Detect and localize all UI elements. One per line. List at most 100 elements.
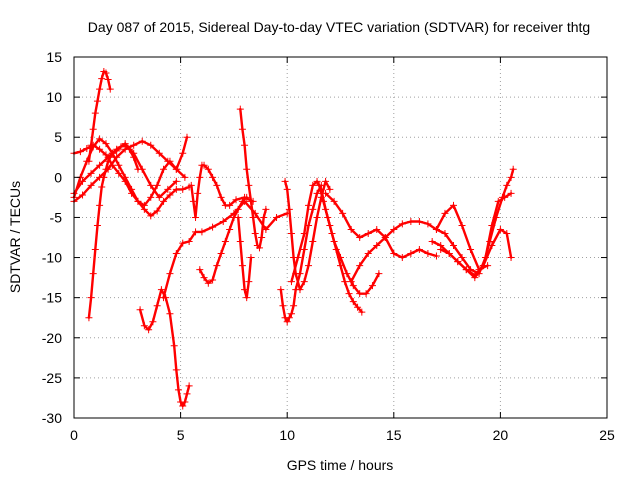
data-point [424, 250, 432, 258]
data-point [503, 181, 511, 189]
data-point [332, 246, 340, 254]
data-point [507, 189, 515, 197]
data-point [140, 322, 148, 330]
data-point [390, 250, 398, 258]
data-point [183, 390, 191, 398]
data-point [102, 69, 110, 77]
data-point [287, 310, 295, 318]
data-point [160, 197, 168, 205]
y-tick-label: 15 [46, 49, 62, 65]
data-point [358, 308, 366, 316]
data-point [104, 157, 112, 165]
data-point [219, 217, 227, 225]
data-point [93, 97, 101, 105]
data-point [93, 221, 101, 229]
data-point [255, 244, 263, 252]
data-point [83, 157, 91, 165]
data-point [238, 197, 246, 205]
data-point [157, 286, 165, 294]
data-point [134, 165, 142, 173]
data-point [115, 161, 123, 169]
data-point [91, 109, 99, 117]
data-point [309, 181, 317, 189]
y-axis-title: SDTVAR / TECUs [7, 181, 23, 293]
data-point [368, 282, 376, 290]
data-point [356, 234, 364, 241]
data-point [492, 213, 500, 221]
data-point [164, 185, 172, 193]
data-point [499, 193, 507, 201]
tick-labels: 0 5 10 15 20 25 15 10 5 0 -5 -10 -15 -20 -25 -30 [42, 49, 615, 443]
data-point [209, 223, 217, 231]
x-tick-label: 15 [386, 427, 402, 443]
data-point [343, 270, 351, 278]
data-point [200, 274, 208, 282]
data-point [458, 221, 466, 229]
data-point [428, 238, 436, 246]
y-tick-label: 0 [54, 169, 62, 185]
data-point [138, 137, 146, 145]
data-point [454, 258, 462, 266]
data-point [113, 147, 121, 155]
data-point [147, 141, 155, 149]
x-tick-label: 25 [599, 427, 615, 443]
data-point [87, 169, 95, 177]
series-line [198, 196, 248, 285]
data-point [315, 181, 323, 189]
data-point [309, 205, 317, 213]
data-point [294, 254, 302, 262]
data-point [432, 252, 440, 260]
data-point [102, 165, 110, 173]
data-point [258, 234, 266, 241]
series-arc-q [322, 189, 440, 262]
data-point [449, 201, 457, 209]
data-point [166, 310, 174, 318]
chart-title: Day 087 of 2015, Sidereal Day-to-day VTE… [88, 19, 590, 35]
data-point [415, 217, 423, 225]
series-arc-i [187, 161, 257, 221]
data-point [115, 169, 123, 177]
data-point [347, 278, 355, 286]
data-point [345, 290, 353, 298]
data-point [509, 165, 517, 173]
data-point [185, 238, 193, 246]
data-point [243, 165, 251, 173]
data-point [179, 149, 187, 157]
data-point [172, 250, 180, 258]
data-point [241, 141, 249, 149]
data-point [458, 254, 466, 262]
data-point [247, 197, 255, 205]
data-point [153, 207, 161, 215]
data-point [113, 153, 121, 161]
series-arc-p [315, 181, 366, 316]
data-point [130, 153, 138, 161]
data-point [187, 181, 195, 189]
data-point [262, 205, 270, 213]
data-point [209, 173, 217, 181]
data-point [354, 303, 362, 311]
data-point [309, 238, 317, 246]
data-point [356, 262, 364, 270]
data-point [424, 220, 432, 228]
data-point [145, 326, 153, 334]
series-arc-f [85, 141, 142, 322]
data-point [189, 197, 197, 205]
data-point [91, 246, 99, 254]
data-point [373, 225, 381, 233]
series-arc-r [347, 201, 492, 286]
series-arc-l [234, 213, 255, 302]
data-point [300, 229, 308, 237]
data-point [96, 201, 104, 209]
grid [74, 57, 607, 418]
data-point [179, 239, 187, 247]
data-point [449, 242, 457, 250]
data-point [98, 75, 106, 83]
data-point [432, 225, 440, 233]
data-point [221, 238, 229, 246]
data-point [87, 181, 95, 189]
data-point [322, 189, 330, 197]
data-point [341, 278, 349, 286]
data-point [245, 278, 253, 286]
data-point [209, 276, 217, 284]
data-point [194, 189, 202, 197]
